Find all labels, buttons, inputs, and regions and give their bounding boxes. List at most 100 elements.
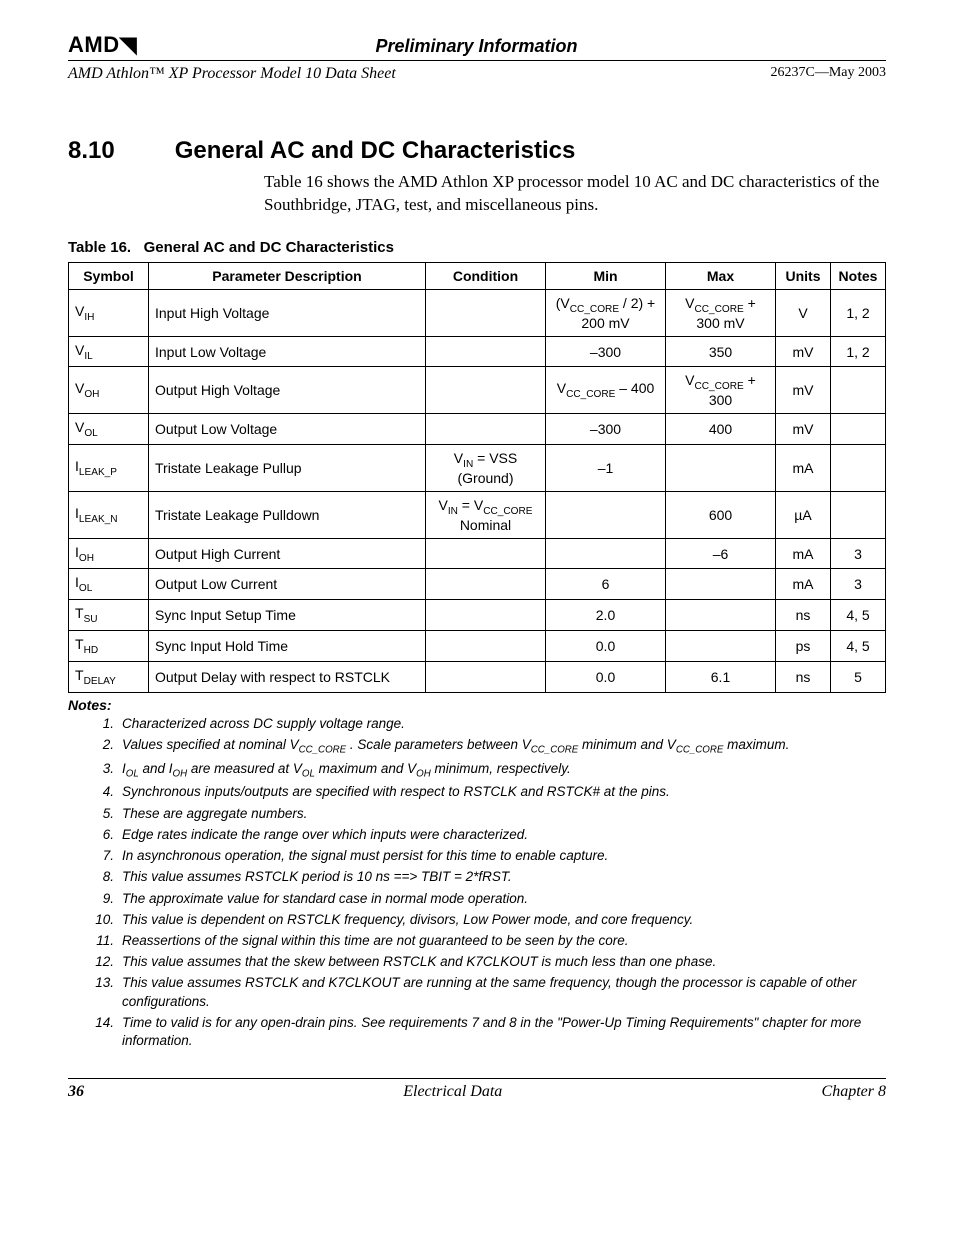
section: 8.10 General AC and DC Characteristics T… [68,137,886,217]
note-number: 2. [90,736,114,757]
table-cell: Tristate Leakage Pullup [149,445,426,492]
note-item: 8.This value assumes RSTCLK period is 10… [90,868,886,886]
table-cell: 1, 2 [831,289,886,336]
note-number: 1. [90,715,114,733]
section-heading: 8.10 General AC and DC Characteristics [68,137,886,165]
table-cell: –6 [666,538,776,569]
table-cell: ns [776,600,831,631]
preliminary-label: Preliminary Information [375,36,577,57]
table-header-row: SymbolParameter DescriptionConditionMinM… [69,262,886,289]
note-text: This value assumes RSTCLK period is 10 n… [122,868,886,886]
table-cell: 1, 2 [831,336,886,367]
table-cell: ns [776,661,831,692]
table-row: VIHInput High Voltage (VCC_CORE / 2) + 20… [69,289,886,336]
table-cell: µA [776,491,831,538]
table-cell: Input High Voltage [149,289,426,336]
table-cell [666,569,776,600]
doc-title: AMD Athlon™ XP Processor Model 10 Data S… [68,65,396,83]
table-cell: VOL [69,414,149,445]
note-text: This value assumes RSTCLK and K7CLKOUT a… [122,974,886,1010]
note-text: In asynchronous operation, the signal mu… [122,847,886,865]
header: AMD◥ Preliminary Information [68,32,886,61]
table-cell: –300 [546,414,666,445]
note-item: 12.This value assumes that the skew betw… [90,953,886,971]
table-cell: VIN = VCC_CORE Nominal [426,491,546,538]
table-row: IOHOutput High Current–6mA3 [69,538,886,569]
table-cell: 2.0 [546,600,666,631]
note-text: Values specified at nominal VCC_CORE . S… [122,736,886,757]
table-cell [426,289,546,336]
table-cell [426,367,546,414]
table-cell [426,336,546,367]
table-cell: VCC_CORE – 400 [546,367,666,414]
table-cell: 350 [666,336,776,367]
table-cell [666,600,776,631]
subheader: AMD Athlon™ XP Processor Model 10 Data S… [68,65,886,83]
table-cell: mA [776,569,831,600]
table-col-header: Notes [831,262,886,289]
table-cell [426,661,546,692]
table-cell: Input Low Voltage [149,336,426,367]
page-number: 36 [68,1083,84,1101]
note-item: 1. Characterized across DC supply voltage… [90,715,886,733]
table-cell: Output High Voltage [149,367,426,414]
table-cell: VCC_CORE + 300 mV [666,289,776,336]
table-col-header: Min [546,262,666,289]
table-cell: (VCC_CORE / 2) + 200 mV [546,289,666,336]
table-row: VILInput Low Voltage–300350mV1, 2 [69,336,886,367]
table-cell: 400 [666,414,776,445]
note-number: 6. [90,826,114,844]
table-cell: 4, 5 [831,600,886,631]
table-col-header: Max [666,262,776,289]
logo-text: AMD [68,32,120,57]
table-cell [426,414,546,445]
note-item: 7.In asynchronous operation, the signal … [90,847,886,865]
note-item: 4.Synchronous inputs/outputs are specifi… [90,783,886,801]
note-item: 10.This value is dependent on RSTCLK fre… [90,911,886,929]
table-cell [831,414,886,445]
note-text: Characterized across DC supply voltage r… [122,715,886,733]
table-cell: –300 [546,336,666,367]
table-row: TDELAYOutput Delay with respect to RSTCL… [69,661,886,692]
table-cell: VIN = VSS (Ground) [426,445,546,492]
note-text: Time to valid is for any open-drain pins… [122,1014,886,1050]
table-cell: 0.0 [546,631,666,662]
logo-icon: ◥ [120,32,137,57]
table-body: VIHInput High Voltage (VCC_CORE / 2) + 20… [69,289,886,692]
table-cell [426,569,546,600]
table-cell: mA [776,445,831,492]
table-col-header: Condition [426,262,546,289]
table-cell: Tristate Leakage Pulldown [149,491,426,538]
table-cell: mV [776,367,831,414]
note-number: 3. [90,760,114,781]
table-cell: mV [776,336,831,367]
table-cell [426,600,546,631]
table-cell: TSU [69,600,149,631]
table-cell: VCC_CORE + 300 [666,367,776,414]
table-cell: 3 [831,538,886,569]
table-cell: –1 [546,445,666,492]
table-cell: IOL [69,569,149,600]
table-cell: Output Delay with respect to RSTCLK [149,661,426,692]
table-cell [666,445,776,492]
note-number: 14. [90,1014,114,1050]
note-text: Reassertions of the signal within this t… [122,932,886,950]
note-item: 6.Edge rates indicate the range over whi… [90,826,886,844]
table-cell: 6.1 [666,661,776,692]
table-row: VOLOutput Low Voltage–300400mV [69,414,886,445]
note-item: 14. Time to valid is for any open-drain p… [90,1014,886,1050]
table-cell: TDELAY [69,661,149,692]
table-row: ILEAK_PTristate Leakage PullupVIN = VSS … [69,445,886,492]
table-cell: IOH [69,538,149,569]
table-cell: ILEAK_N [69,491,149,538]
table-cell: VIH [69,289,149,336]
table-cell [426,538,546,569]
footer: 36 Electrical Data Chapter 8 [68,1078,886,1101]
table-cell [831,445,886,492]
footer-center: Electrical Data [403,1083,502,1101]
table-cell: 0.0 [546,661,666,692]
table-row: IOLOutput Low Current6mA3 [69,569,886,600]
note-item: 9.The approximate value for standard cas… [90,890,886,908]
note-item: 2. Values specified at nominal VCC_CORE .… [90,736,886,757]
table-cell: ILEAK_P [69,445,149,492]
